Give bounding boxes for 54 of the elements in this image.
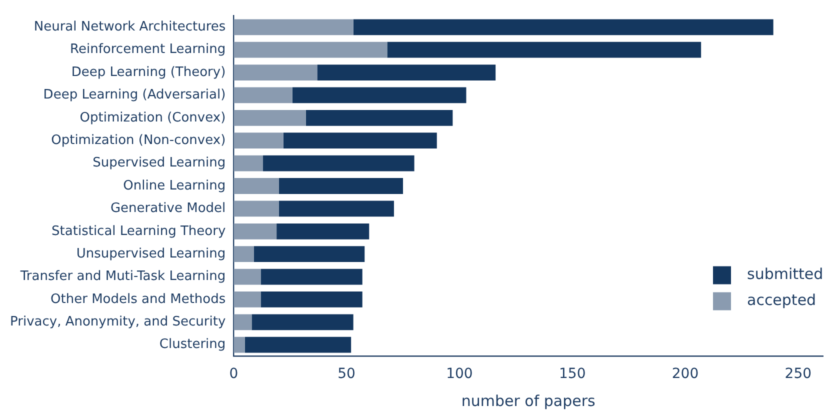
bar (244, 336, 352, 353)
bar (306, 110, 453, 126)
bar (278, 200, 394, 217)
y-tick-label: Unsupervised Learning (76, 246, 226, 262)
x-tick-label: 250 (784, 366, 812, 382)
bar (234, 268, 261, 285)
bar (278, 178, 404, 194)
y-tick-label: Neural Network Architectures (34, 20, 226, 35)
y-tick-label: Online Learning (123, 178, 226, 194)
bar (353, 19, 774, 36)
y-tick-label: Generative Model (110, 201, 226, 216)
x-axis-title: number of papers (461, 392, 596, 410)
y-tick-label: Transfer and Muti-Task Learning (19, 269, 226, 284)
bar (263, 155, 414, 172)
bar (387, 42, 702, 58)
bar (260, 292, 362, 308)
y-tick-label: Reinforcement Learning (70, 42, 226, 58)
x-tick-label: 100 (446, 366, 473, 382)
bar (260, 268, 362, 285)
bar (234, 223, 277, 240)
y-tick-label: Clustering (159, 337, 226, 352)
bar (234, 19, 354, 36)
bar (234, 336, 245, 353)
bar (292, 87, 466, 104)
bar (317, 64, 496, 80)
y-tick-label: Supervised Learning (92, 156, 226, 171)
bar (283, 132, 437, 149)
y-tick-label: Deep Learning (Theory) (71, 64, 226, 80)
bar (234, 132, 284, 149)
bar (234, 42, 388, 58)
x-tick-label: 50 (338, 366, 356, 382)
y-tick-label: Other Models and Methods (50, 292, 226, 307)
bar (276, 223, 370, 240)
y-tick-label: Deep Learning (Adversarial) (43, 88, 226, 103)
y-tick-label: Privacy, Anonymity, and Security (10, 314, 226, 330)
bar (234, 200, 279, 217)
legend-label: submitted (747, 265, 824, 284)
bar (234, 178, 279, 194)
x-tick-label: 200 (672, 366, 699, 382)
y-tick-label: Optimization (Non-convex) (51, 132, 226, 148)
bar (234, 246, 254, 262)
bar (234, 155, 264, 172)
bar (254, 246, 365, 262)
legend-label: accepted (747, 291, 816, 310)
bar (252, 314, 354, 330)
bar (234, 314, 252, 330)
y-tick-label: Optimization (Convex) (80, 110, 226, 126)
bar (234, 64, 318, 80)
x-tick-label: 0 (229, 366, 238, 382)
bar (234, 87, 292, 104)
bar (234, 292, 261, 308)
bar (234, 110, 306, 126)
x-tick-label: 150 (558, 366, 586, 382)
y-tick-label: Statistical Learning Theory (52, 224, 226, 239)
